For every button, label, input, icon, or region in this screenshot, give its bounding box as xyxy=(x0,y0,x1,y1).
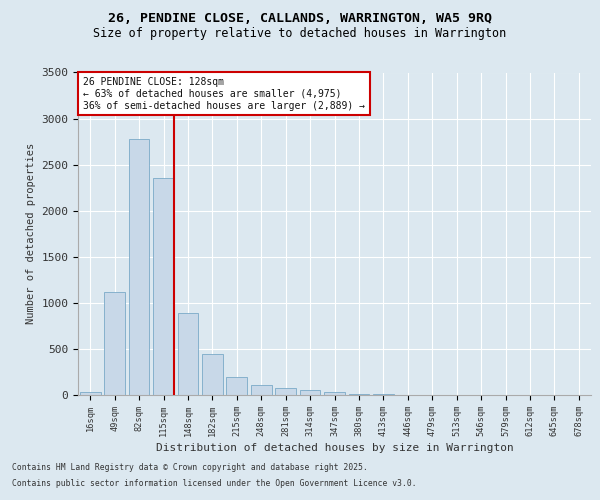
Bar xyxy=(251,386,272,395)
Bar xyxy=(202,354,223,395)
Bar xyxy=(153,178,174,395)
Text: 26 PENDINE CLOSE: 128sqm
← 63% of detached houses are smaller (4,975)
36% of sem: 26 PENDINE CLOSE: 128sqm ← 63% of detach… xyxy=(83,78,365,110)
Text: Contains public sector information licensed under the Open Government Licence v3: Contains public sector information licen… xyxy=(12,478,416,488)
Bar xyxy=(80,392,101,395)
Text: 26, PENDINE CLOSE, CALLANDS, WARRINGTON, WA5 9RQ: 26, PENDINE CLOSE, CALLANDS, WARRINGTON,… xyxy=(108,12,492,26)
Bar xyxy=(104,292,125,395)
Text: Size of property relative to detached houses in Warrington: Size of property relative to detached ho… xyxy=(94,28,506,40)
X-axis label: Distribution of detached houses by size in Warrington: Distribution of detached houses by size … xyxy=(155,443,514,453)
Bar xyxy=(275,388,296,395)
Bar xyxy=(128,139,149,395)
Bar xyxy=(299,390,320,395)
Y-axis label: Number of detached properties: Number of detached properties xyxy=(26,143,36,324)
Text: Contains HM Land Registry data © Crown copyright and database right 2025.: Contains HM Land Registry data © Crown c… xyxy=(12,464,368,472)
Bar xyxy=(373,394,394,395)
Bar xyxy=(324,392,345,395)
Bar xyxy=(349,394,370,395)
Bar xyxy=(226,376,247,395)
Bar xyxy=(178,313,199,395)
